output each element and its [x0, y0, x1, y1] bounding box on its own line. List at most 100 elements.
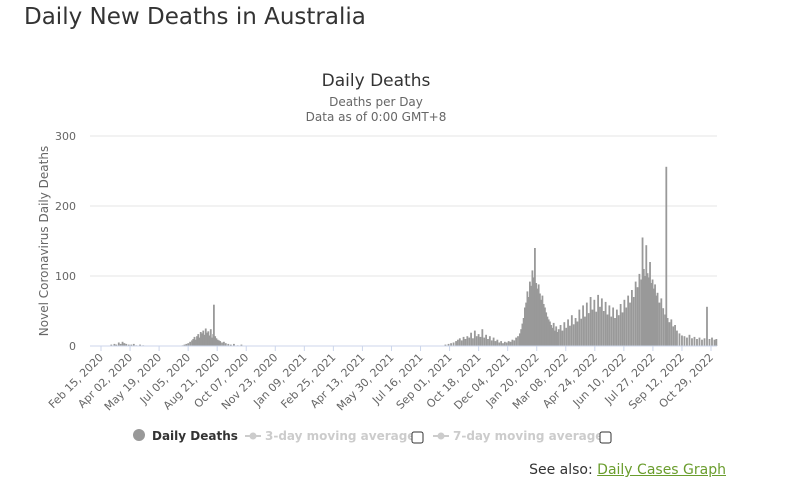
bar: [567, 319, 569, 346]
bar: [525, 302, 528, 346]
bar: [468, 337, 471, 346]
bar: [582, 305, 584, 346]
bar: [496, 339, 499, 346]
bar: [216, 339, 219, 346]
bar: [522, 318, 525, 346]
bar: [706, 306, 708, 346]
legend-item-daily-deaths[interactable]: Daily Deaths: [133, 429, 238, 443]
legend-item-7-day-average[interactable]: 7-day moving average: [433, 429, 603, 443]
bar: [490, 340, 493, 346]
bar: [641, 237, 644, 346]
see-also: See also: Daily Cases Graph: [529, 462, 726, 478]
bar: [631, 290, 633, 346]
legend-label-3-day-average: 3-day moving average: [265, 429, 415, 443]
bar: [550, 325, 553, 346]
bar: [534, 248, 536, 346]
bar: [227, 343, 230, 346]
bar: [520, 329, 523, 346]
bar: [636, 287, 639, 346]
bar: [654, 284, 656, 346]
bar: [574, 318, 577, 346]
bar: [557, 329, 560, 346]
legend-dot-icon: [249, 432, 257, 440]
chart-subtitle-line-1: Deaths per Day: [329, 95, 423, 109]
bar: [444, 344, 447, 346]
see-also-label: See also:: [529, 462, 593, 478]
bar: [544, 307, 546, 346]
daily-cases-graph-link[interactable]: Daily Cases Graph: [597, 462, 726, 478]
bar: [527, 297, 530, 346]
bar: [546, 316, 549, 346]
bar: [655, 295, 658, 346]
bar: [585, 302, 588, 346]
bar: [651, 279, 654, 346]
bar: [686, 337, 688, 346]
bar: [600, 298, 603, 346]
checkbox-3-day-average[interactable]: [411, 431, 424, 444]
bar: [475, 336, 478, 346]
bar: [681, 335, 683, 346]
bar: [472, 338, 474, 346]
legend-dot-icon: [437, 432, 445, 440]
bar: [531, 270, 534, 346]
bar: [623, 299, 626, 346]
bar: [645, 245, 648, 346]
bar: [509, 341, 512, 346]
bar: [614, 318, 616, 346]
bar: [711, 337, 713, 346]
bar: [194, 339, 197, 346]
bar: [556, 332, 559, 346]
bar: [576, 321, 579, 346]
bar: [646, 273, 649, 346]
bar: [625, 307, 628, 346]
legend-item-3-day-average[interactable]: 3-day moving average: [245, 429, 415, 443]
bar: [470, 332, 472, 346]
bar: [485, 334, 487, 346]
bar: [213, 304, 215, 346]
bar: [678, 333, 681, 346]
bar: [521, 323, 524, 346]
bar: [580, 318, 583, 346]
bar: [676, 330, 678, 346]
bar: [551, 327, 554, 346]
bar: [701, 339, 703, 346]
bar: [627, 295, 630, 346]
bar: [207, 331, 210, 346]
bar: [139, 344, 141, 346]
bar: [524, 307, 526, 346]
bar: [487, 339, 489, 346]
bar: [458, 338, 461, 346]
bar: [608, 305, 611, 346]
bar: [473, 330, 476, 346]
bar: [547, 319, 550, 346]
bar: [652, 288, 655, 346]
bar: [498, 342, 501, 346]
bar: [674, 325, 676, 346]
bar: [610, 316, 613, 346]
bar: [593, 299, 596, 346]
bar: [604, 301, 607, 346]
checkbox-7-day-average[interactable]: [599, 431, 612, 444]
bar: [187, 343, 190, 346]
bar: [656, 292, 659, 346]
bar: [691, 338, 693, 346]
bar: [529, 281, 531, 346]
bar: [460, 340, 463, 346]
bar: [703, 338, 706, 346]
bar: [502, 343, 504, 346]
bars: [110, 166, 718, 346]
bar: [208, 335, 211, 346]
bar: [196, 336, 198, 346]
bar: [115, 344, 118, 346]
bar: [477, 334, 480, 346]
bar: [202, 330, 205, 346]
bar: [492, 337, 495, 346]
legend-marker-daily-deaths: [133, 429, 145, 441]
bar: [665, 166, 668, 346]
bar: [517, 336, 519, 346]
bar: [599, 306, 601, 346]
bar: [221, 342, 223, 346]
chart-title: Daily Deaths: [322, 71, 431, 91]
page-title: Daily New Deaths in Australia: [24, 4, 366, 30]
